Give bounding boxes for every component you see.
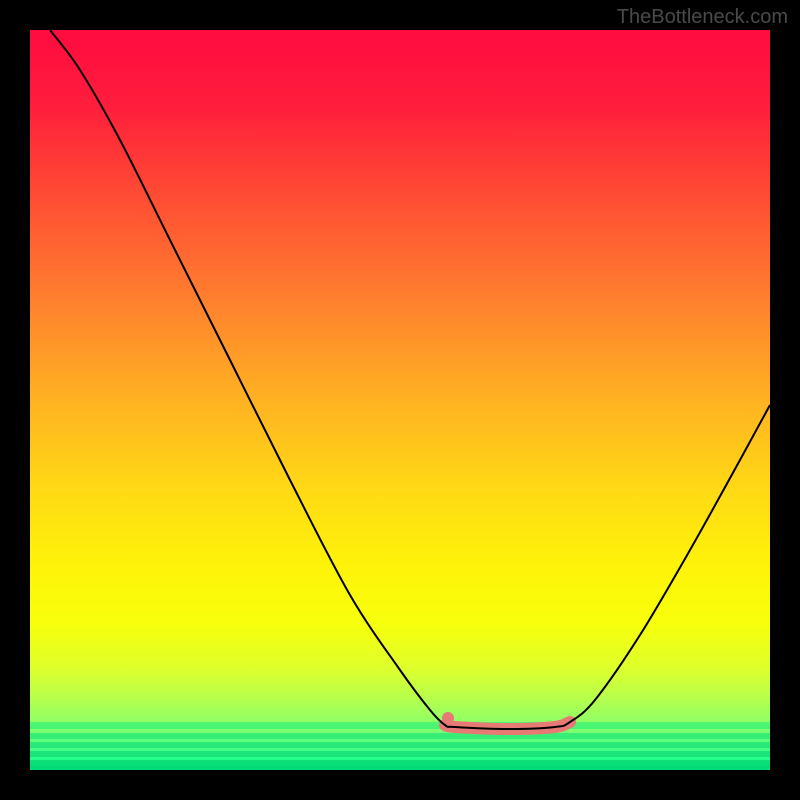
valley-dot	[442, 712, 454, 724]
chart-plot-area	[30, 30, 770, 770]
curve-layer	[30, 30, 770, 770]
bottleneck-curve	[50, 30, 770, 729]
watermark-text: TheBottleneck.com	[617, 6, 788, 29]
